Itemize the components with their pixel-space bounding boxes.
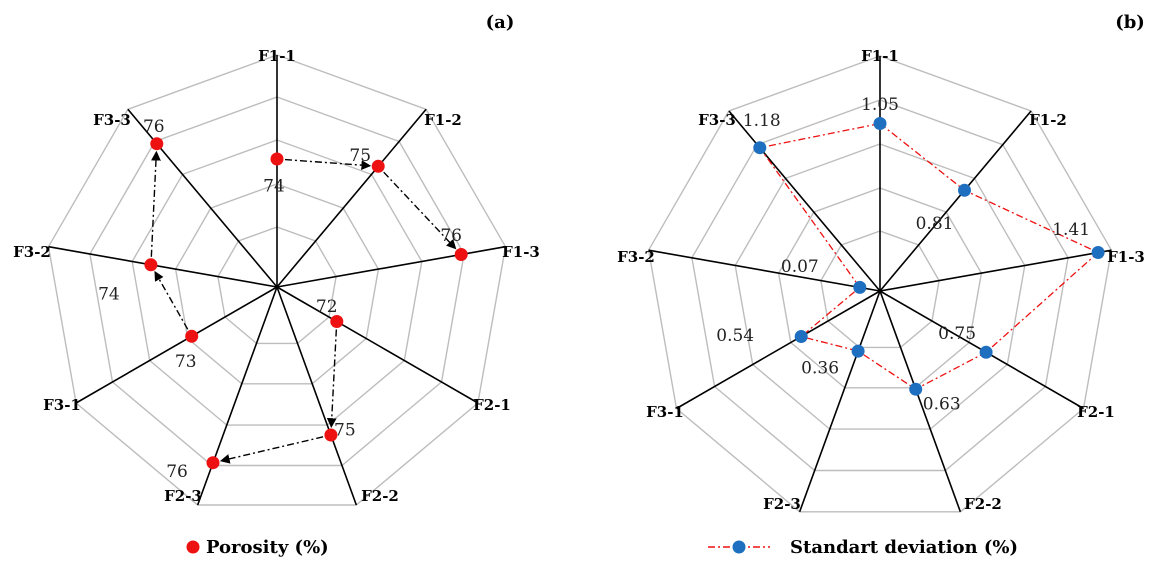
data-point-f2-3 xyxy=(851,344,865,358)
data-point-f1-1 xyxy=(873,117,887,130)
legend-label: Standart deviation (%) xyxy=(790,537,1018,558)
legend-marker xyxy=(732,540,746,554)
data-point-f2-1 xyxy=(330,315,344,328)
spoke-f3-2 xyxy=(48,245,278,288)
legend-label: Porosity (%) xyxy=(206,537,329,558)
spoke-f2-2 xyxy=(879,290,962,513)
data-label-f2-1: 0.75 xyxy=(938,324,976,344)
data-label-f2-1: 72 xyxy=(316,297,338,317)
data-label-f1-2: 0.81 xyxy=(916,214,954,234)
data-point-f1-2 xyxy=(958,183,971,197)
category-label-f1-3: F1-3 xyxy=(1107,248,1145,266)
flow-arrow-5 xyxy=(154,270,189,330)
category-label-f1-2: F1-2 xyxy=(1029,111,1067,129)
panel-label: (b) xyxy=(1115,12,1145,33)
legend-marker xyxy=(186,540,200,554)
data-label-f3-2: 74 xyxy=(98,284,120,304)
category-label-f3-1: F3-1 xyxy=(646,403,684,421)
category-label-f1-2: F1-2 xyxy=(424,111,462,129)
radar-panel-b: F1-1 F1-2 F1-3 F2-1 F2-2 F2-3 F3-1 F3-2 F3-3 (b) 1… xyxy=(617,12,1145,558)
grid-ring-5 xyxy=(647,55,1113,513)
grid-ring-3 xyxy=(734,143,1026,430)
category-label-f2-3: F2-3 xyxy=(164,487,202,505)
series-line xyxy=(758,122,1100,390)
category-label-f1-3: F1-3 xyxy=(502,243,540,261)
grid-ring-1 xyxy=(820,230,940,349)
panel-label: (a) xyxy=(486,12,515,33)
category-label-f2-2: F2-2 xyxy=(361,487,399,505)
data-point-f2-1 xyxy=(979,345,993,359)
spoke-f1-3 xyxy=(879,249,1112,292)
legend: Standart deviation (%) xyxy=(708,537,1018,558)
data-label-f3-3: 1.18 xyxy=(743,111,781,131)
data-label-f1-2: 75 xyxy=(349,146,371,166)
spoke-f3-1 xyxy=(676,290,881,410)
grid-ring-5 xyxy=(47,54,507,506)
data-label-f2-2: 0.63 xyxy=(923,395,961,415)
data-point-f2-3 xyxy=(206,456,220,470)
data-label-f3-3: 76 xyxy=(143,117,165,137)
data-point-f1-3 xyxy=(454,248,468,261)
data-point-f1-3 xyxy=(1091,246,1105,259)
spoke-f3-2 xyxy=(648,249,881,292)
flow-arrow-4 xyxy=(219,436,324,464)
category-label-f2-3: F2-3 xyxy=(763,495,801,513)
spoke-f2-1 xyxy=(276,286,479,404)
data-label-f1-1: 1.05 xyxy=(861,95,899,115)
spoke-f2-3 xyxy=(196,286,278,506)
data-label-f1-3: 76 xyxy=(440,226,462,246)
grid-ring-4 xyxy=(89,96,465,467)
data-label-f3-1: 0.54 xyxy=(716,326,754,346)
category-label-f1-1: F1-1 xyxy=(861,47,899,65)
category-label-f3-3: F3-3 xyxy=(93,111,131,129)
data-label-f3-1: 73 xyxy=(175,352,197,372)
flow-arrow-3 xyxy=(326,329,338,428)
flow-arrow-6 xyxy=(150,150,161,257)
data-point-f1-2 xyxy=(371,159,385,173)
data-label-f1-1: 74 xyxy=(263,177,285,197)
data-point-f3-2 xyxy=(144,258,158,272)
data-point-f3-3 xyxy=(150,137,164,151)
data-point-f2-2 xyxy=(324,428,338,442)
grid-ring-4 xyxy=(691,99,1069,472)
spoke-f3-3 xyxy=(728,110,881,292)
category-label-f2-2: F2-2 xyxy=(964,495,1002,513)
spoke-f1-3 xyxy=(276,245,506,288)
data-label-f2-3: 0.36 xyxy=(801,359,839,379)
spoke-f1-2 xyxy=(879,110,1032,292)
data-point-f3-3 xyxy=(753,141,767,155)
data-label-f1-3: 1.41 xyxy=(1052,220,1090,240)
category-label-f3-2: F3-2 xyxy=(617,248,655,266)
grid-ring-3 xyxy=(131,139,423,426)
category-label-f2-1: F2-1 xyxy=(1077,403,1115,421)
data-point-f2-2 xyxy=(909,382,923,396)
grid-ring-2 xyxy=(777,187,983,389)
category-label-f1-1: F1-1 xyxy=(258,47,296,65)
grid-ring-2 xyxy=(174,183,380,385)
category-label-f3-1: F3-1 xyxy=(43,396,81,414)
flow-arrow-1 xyxy=(284,158,372,171)
spoke-f3-1 xyxy=(75,286,278,404)
spoke-f1-2 xyxy=(276,108,427,288)
category-label-f3-3: F3-3 xyxy=(698,111,736,129)
data-label-f3-2: 0.07 xyxy=(781,257,819,277)
spoke-f2-2 xyxy=(276,286,358,506)
grid-ring-1 xyxy=(217,226,337,345)
data-label-f2-2: 75 xyxy=(334,421,356,441)
data-point-f1-1 xyxy=(270,152,284,166)
data-point-f3-1 xyxy=(794,330,808,343)
category-label-f3-2: F3-2 xyxy=(13,243,51,261)
spoke-f2-3 xyxy=(798,290,881,513)
flow-arrow-2 xyxy=(383,171,457,250)
data-point-f3-2 xyxy=(853,280,867,294)
legend: Porosity (%) xyxy=(186,537,329,558)
radar-panel-a: F1-1 F1-2 F1-3 F2-1 F2-2 F2-3 F3-1 F3-2 F3-3 (a) 7… xyxy=(13,12,540,558)
data-point-f3-1 xyxy=(185,329,199,343)
data-label-f2-3: 76 xyxy=(166,462,188,482)
category-label-f2-1: F2-1 xyxy=(473,396,511,414)
